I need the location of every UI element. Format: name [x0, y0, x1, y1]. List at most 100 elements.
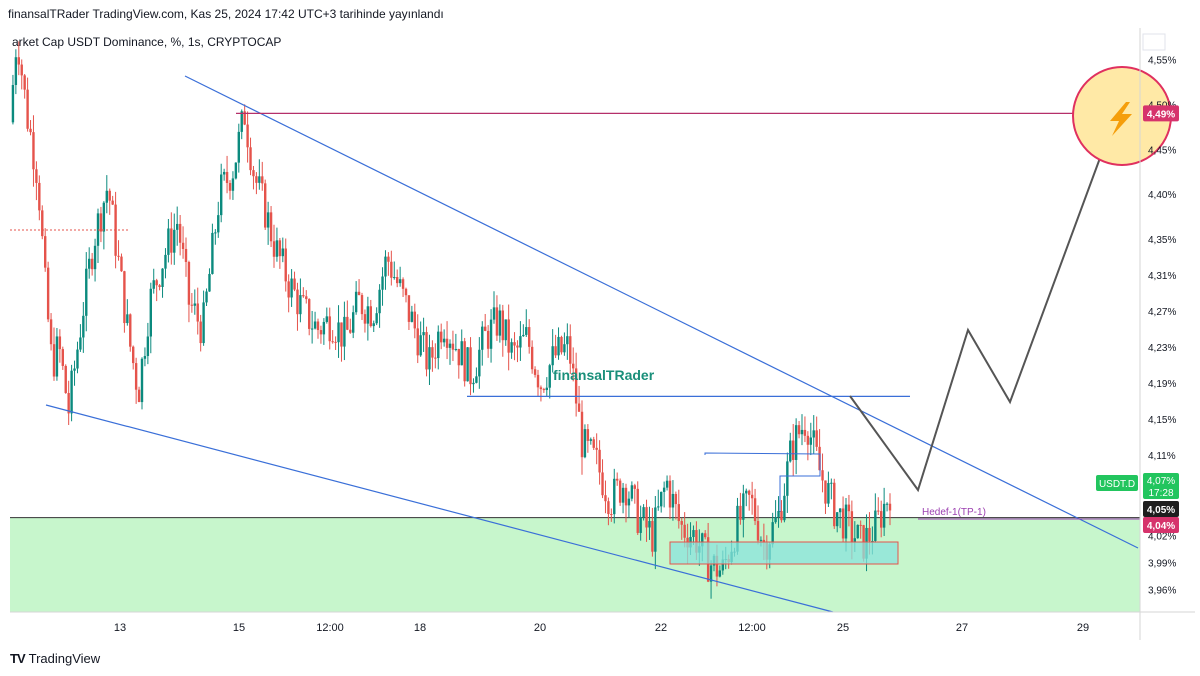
- candle-body: [463, 341, 466, 382]
- candle-body: [149, 288, 152, 337]
- candle-body: [343, 316, 346, 347]
- candle-body: [143, 356, 147, 359]
- symbol-title[interactable]: arket Cap USDT Dominance, %, 1s, CRYPTOC…: [12, 35, 282, 49]
- candle-body: [472, 382, 475, 385]
- candle-body: [648, 521, 651, 528]
- candle-body: [316, 321, 320, 331]
- candle-body: [478, 349, 481, 377]
- candle-body: [305, 296, 308, 300]
- candle-body: [225, 171, 229, 184]
- candle-body: [589, 439, 592, 441]
- x-tick-label: 22: [655, 622, 667, 634]
- candle-body: [390, 261, 393, 278]
- candle-body: [88, 258, 91, 269]
- candle-body: [789, 440, 792, 462]
- candle-body: [255, 176, 258, 183]
- candle-body: [821, 470, 824, 481]
- candle-body: [882, 503, 886, 528]
- candle-body: [120, 256, 123, 272]
- candle-body: [601, 472, 604, 496]
- candle-body: [868, 527, 871, 542]
- candle-body: [82, 315, 85, 338]
- candle-body: [369, 306, 372, 327]
- candle-body: [880, 511, 883, 528]
- candle-body: [815, 430, 818, 447]
- candle-body: [841, 508, 845, 539]
- candle-body: [281, 248, 284, 257]
- candle-body: [692, 530, 695, 538]
- watermark-label: finansalTRader: [553, 367, 655, 383]
- tp-label: Hedef-1(TP-1): [922, 507, 986, 518]
- candle-body: [123, 271, 126, 324]
- candle-body: [856, 524, 859, 539]
- candle-body: [372, 323, 375, 327]
- candle-body: [173, 229, 176, 253]
- candle-body: [266, 212, 270, 228]
- y-tick-label: 3,96%: [1148, 586, 1176, 597]
- candle-body: [410, 311, 414, 322]
- candle-body: [850, 511, 854, 542]
- candle-body: [745, 490, 748, 494]
- candle-body: [349, 329, 352, 333]
- support-zone: [10, 517, 1140, 612]
- candle-body: [67, 392, 70, 414]
- candle-body: [302, 295, 305, 297]
- candle-body: [322, 321, 326, 335]
- candle-body: [536, 374, 540, 388]
- candle-body: [272, 241, 276, 257]
- candle-body: [313, 321, 317, 329]
- candle-body: [586, 429, 590, 441]
- candle-body: [264, 183, 267, 228]
- candle-body: [806, 435, 810, 445]
- candle-body: [577, 403, 581, 412]
- candle-body: [853, 538, 856, 542]
- candle-body: [170, 228, 173, 253]
- candle-body: [308, 299, 311, 329]
- candle-body: [830, 482, 833, 484]
- candle-body: [501, 310, 504, 341]
- candle-body: [23, 75, 26, 90]
- candle-body: [161, 268, 164, 287]
- y-tick-label: 4,02%: [1148, 532, 1176, 543]
- candle-body: [756, 521, 760, 541]
- candle-body: [466, 347, 469, 382]
- candle-body: [152, 280, 155, 289]
- candle-body: [61, 349, 64, 366]
- candle-body: [407, 295, 411, 322]
- candle-body: [404, 288, 408, 296]
- level-a-badge: 4,05%: [1147, 505, 1175, 516]
- candle-body: [108, 190, 111, 201]
- candle-body: [888, 503, 892, 511]
- candle-body: [416, 328, 419, 356]
- candle-body: [217, 215, 220, 233]
- candle-body: [522, 334, 525, 337]
- candle-body: [454, 348, 458, 350]
- candle-body: [484, 326, 487, 331]
- candle-body: [607, 501, 610, 515]
- candle-body: [384, 256, 387, 277]
- candle-body: [580, 411, 584, 458]
- candle-body: [812, 430, 815, 438]
- candle-body: [803, 429, 807, 436]
- level-b-badge-bg: [1143, 517, 1179, 533]
- candle-body: [396, 277, 399, 284]
- candle-body: [164, 254, 167, 269]
- candle-body: [592, 439, 595, 448]
- candle-body: [196, 303, 199, 322]
- candle-body: [498, 310, 502, 336]
- candle-body: [774, 516, 777, 523]
- last-price-badge-bg-bg: [1143, 473, 1179, 499]
- candle-body: [777, 511, 780, 517]
- candle-body: [176, 223, 179, 230]
- tradingview-brand[interactable]: TV TradingView: [10, 651, 100, 666]
- candle-body: [334, 341, 337, 343]
- x-tick-label: 18: [414, 622, 426, 634]
- candle-body: [654, 507, 657, 552]
- candle-body: [457, 348, 460, 366]
- candle-body: [105, 190, 108, 203]
- candle-body: [545, 387, 548, 391]
- candle-body: [55, 336, 59, 377]
- candle-body: [231, 178, 235, 191]
- candle-body: [46, 267, 50, 320]
